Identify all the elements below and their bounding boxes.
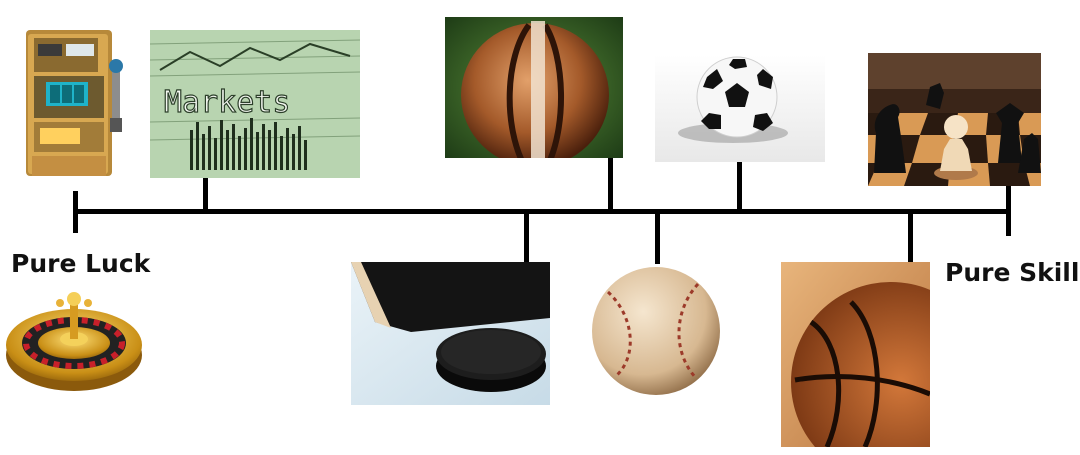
connector-baseball [655,212,660,264]
markets-text: Markets [164,85,290,120]
basketball-image [781,262,930,447]
slot-machine-icon [20,22,130,180]
american-football-image [445,17,623,158]
chess-image [868,53,1041,186]
hockey-puck-image [351,262,550,405]
axis-end-tick-right [1006,186,1011,236]
pure-luck-label: Pure Luck [11,249,151,278]
baseball-image [586,264,726,398]
soccer-ball-image [655,55,825,162]
spectrum-axis [73,209,1011,214]
axis-end-tick-left [73,191,78,233]
connector-soccer [737,160,742,212]
roulette-wheel-icon [4,283,146,396]
markets-image: Markets [150,30,360,178]
connector-hockey [524,212,529,264]
connector-basketball [908,212,913,264]
pure-skill-label: Pure Skill [945,258,1080,287]
connector-markets [203,176,208,212]
connector-football [608,156,613,212]
